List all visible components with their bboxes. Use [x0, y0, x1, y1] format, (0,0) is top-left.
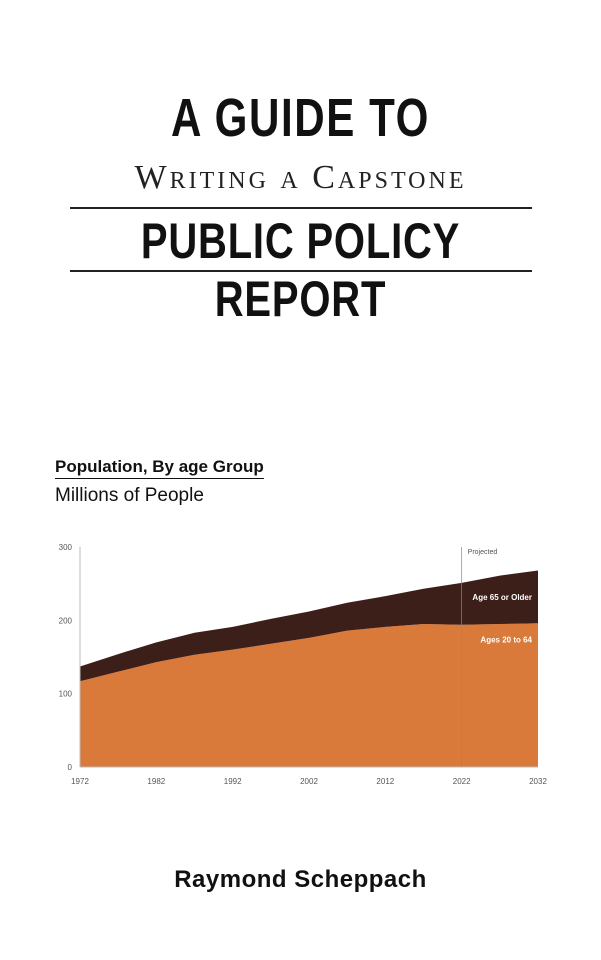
- population-area-chart: 0 100 200 300 1972 1982 1992 2002 2012 2022 2032 Pr…: [59, 543, 548, 786]
- area-series-1: [80, 570, 538, 682]
- y-tick-label-0: 0: [68, 763, 73, 772]
- x-tick-label-1: 1982: [147, 777, 165, 786]
- title-line-2: Writing a Capstone: [134, 159, 467, 196]
- projected-annotation: Projected: [468, 549, 498, 556]
- x-tick-label-2: 1992: [224, 777, 242, 786]
- author-name: Raymond Scheppach: [174, 866, 427, 893]
- title-line-1: A GUIDE TO: [171, 88, 430, 148]
- chart-subtitle: Millions of People: [55, 485, 204, 506]
- x-tick-label-5: 2022: [453, 777, 471, 786]
- title-line-3: PUBLIC POLICY REPORT: [140, 213, 461, 327]
- x-tick-label-3: 2002: [300, 777, 318, 786]
- y-tick-label-1: 100: [59, 690, 73, 699]
- title-rule-bottom: [70, 270, 532, 272]
- x-tick-label-4: 2012: [376, 777, 394, 786]
- series-label-age-65-older: Age 65 or Older: [472, 593, 532, 602]
- y-tick-label-3: 300: [59, 543, 73, 552]
- chart-title: Population, By age Group: [55, 457, 264, 479]
- title-rule-top: [70, 207, 532, 209]
- series-label-ages-20-64: Ages 20 to 64: [480, 635, 532, 644]
- x-tick-label-0: 1972: [71, 777, 89, 786]
- area-series-0: [80, 623, 538, 767]
- y-tick-label-2: 200: [59, 616, 73, 625]
- x-tick-label-6: 2032: [529, 777, 547, 786]
